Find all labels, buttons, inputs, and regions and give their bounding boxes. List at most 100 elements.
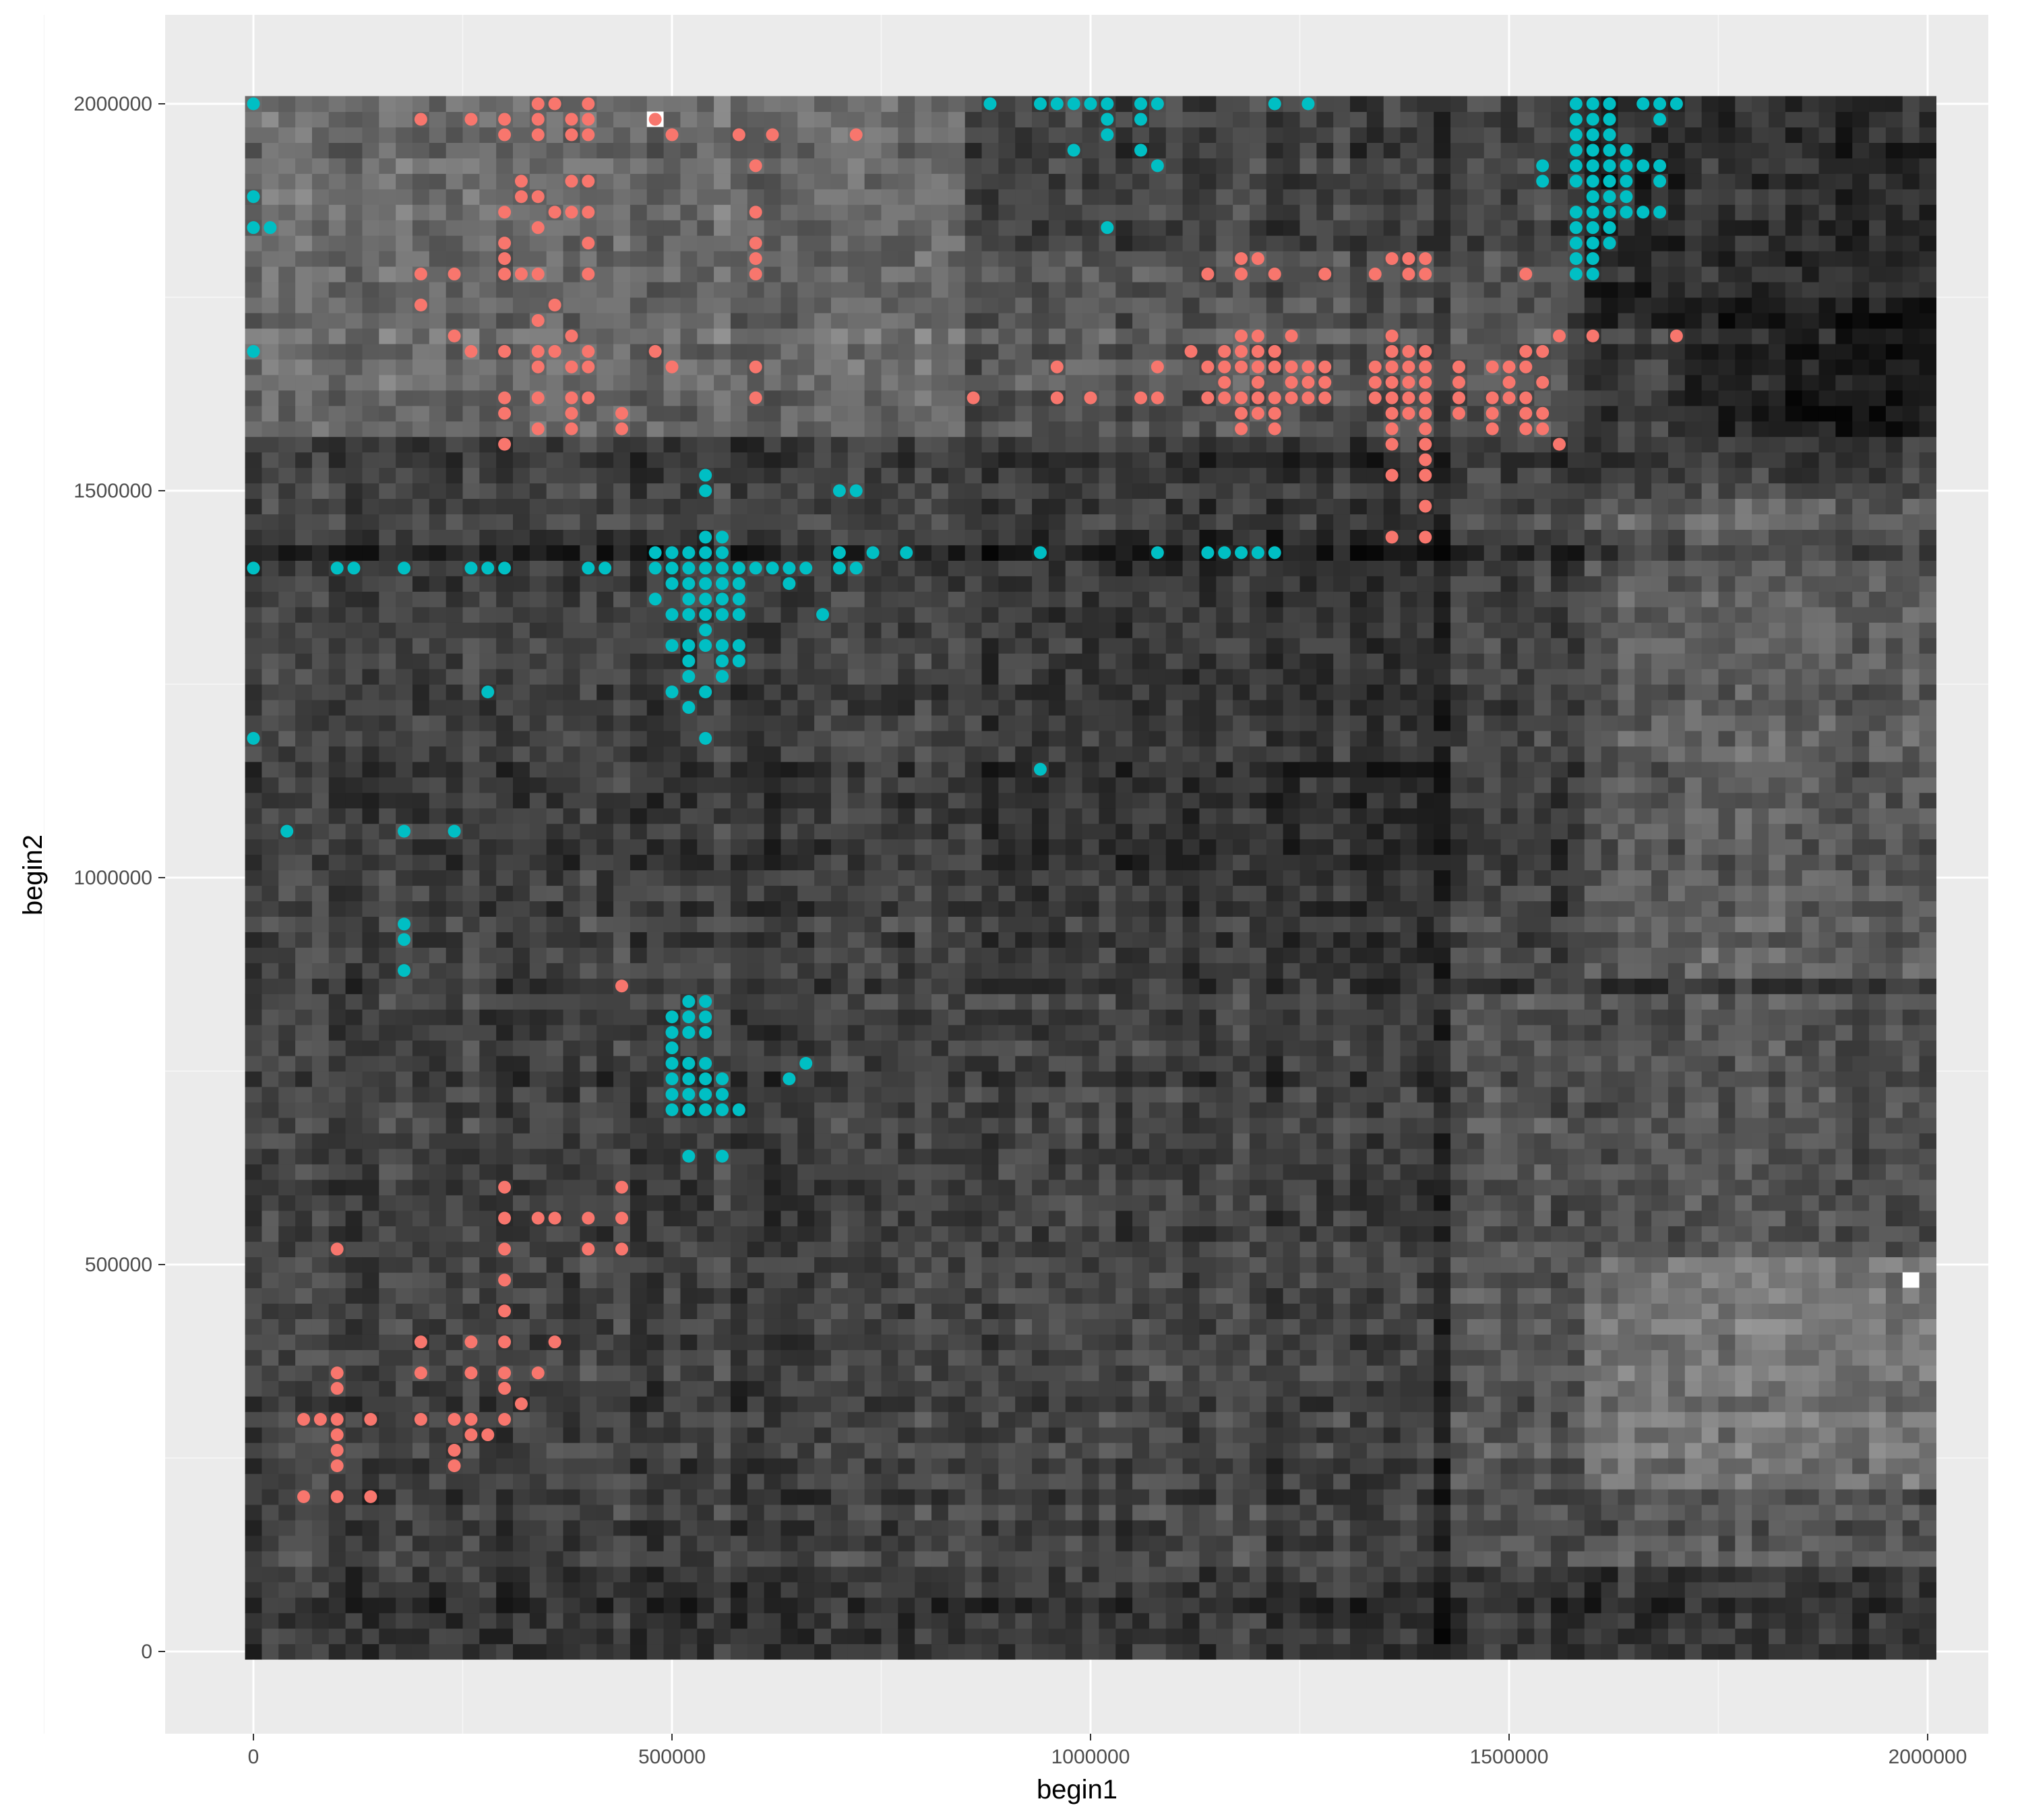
- heatmap-cell: [864, 1086, 882, 1103]
- heatmap-cell: [998, 638, 1016, 654]
- heatmap-cell: [931, 498, 949, 515]
- heatmap-cell: [513, 576, 530, 592]
- heatmap-cell: [1015, 1025, 1033, 1041]
- heatmap-cell: [680, 436, 698, 453]
- heatmap-cell: [446, 483, 464, 499]
- heatmap-cell: [864, 684, 882, 700]
- heatmap-cell: [747, 514, 765, 530]
- heatmap-cell: [513, 715, 530, 731]
- heatmap-cell: [1015, 576, 1033, 592]
- heatmap-cell: [730, 1381, 748, 1397]
- heatmap-cell: [446, 978, 464, 994]
- heatmap-cell: [613, 1581, 631, 1598]
- heatmap-cell: [295, 1550, 313, 1567]
- heatmap-cell: [462, 1597, 480, 1614]
- heatmap-cell: [580, 1550, 597, 1567]
- heatmap-cell: [328, 436, 346, 453]
- heatmap-cell: [646, 1519, 665, 1536]
- heatmap-cell: [646, 204, 665, 220]
- heatmap-cell: [830, 111, 849, 128]
- heatmap-cell: [379, 343, 396, 360]
- heatmap-cell: [630, 1365, 648, 1381]
- heatmap-cell: [529, 1132, 547, 1149]
- heatmap-cell: [764, 514, 782, 530]
- heatmap-cell: [245, 1287, 263, 1304]
- heatmap-cell: [396, 1443, 413, 1459]
- heatmap-cell: [262, 1643, 279, 1660]
- heatmap-cell: [1048, 978, 1066, 994]
- heatmap-cell: [697, 932, 714, 948]
- heatmap-cell: [630, 328, 648, 344]
- heatmap-cell: [998, 220, 1016, 236]
- heatmap-cell: [311, 1396, 330, 1412]
- heatmap-cell: [730, 746, 748, 762]
- heatmap-cell: [964, 638, 983, 654]
- heatmap-cell: [948, 994, 966, 1010]
- heatmap-cell: [680, 761, 698, 778]
- heatmap-cell: [847, 235, 865, 251]
- heatmap-cell: [262, 1179, 279, 1196]
- heatmap-cell: [730, 963, 748, 979]
- heatmap-cell: [429, 436, 447, 453]
- heatmap-cell: [830, 653, 849, 669]
- heatmap-cell: [1032, 1550, 1049, 1567]
- heatmap-cell: [580, 282, 597, 298]
- heatmap-cell: [1048, 374, 1066, 391]
- heatmap-cell: [396, 870, 413, 886]
- heatmap-cell: [563, 1163, 580, 1180]
- heatmap-cell: [981, 854, 999, 871]
- heatmap-cell: [931, 591, 949, 607]
- heatmap-cell: [830, 901, 849, 917]
- heatmap-cell: [646, 189, 665, 205]
- heatmap-cell: [278, 1256, 296, 1273]
- heatmap-cell: [429, 1303, 447, 1319]
- heatmap-cell: [948, 1628, 966, 1645]
- heatmap-cell: [998, 1519, 1016, 1536]
- heatmap-cell: [864, 359, 882, 375]
- heatmap-cell: [513, 467, 530, 484]
- heatmap-cell: [295, 994, 313, 1010]
- heatmap-cell: [898, 638, 915, 654]
- heatmap-cell: [814, 1318, 832, 1335]
- heatmap-cell: [278, 1303, 296, 1319]
- heatmap-cell: [931, 390, 949, 406]
- heatmap-cell: [663, 421, 681, 437]
- heatmap-cell: [881, 1241, 898, 1258]
- heatmap-cell: [1048, 452, 1066, 468]
- heatmap-cell: [881, 761, 898, 778]
- heatmap-cell: [663, 266, 681, 282]
- heatmap-cell: [262, 1581, 279, 1598]
- heatmap-cell: [596, 978, 614, 994]
- heatmap-cell: [797, 220, 815, 236]
- heatmap-cell: [797, 777, 815, 793]
- heatmap-cell: [580, 622, 597, 638]
- heatmap-cell: [278, 483, 296, 499]
- heatmap-cell: [529, 1303, 547, 1319]
- heatmap-cell: [479, 1550, 497, 1567]
- heatmap-cell: [764, 978, 782, 994]
- heatmap-cell: [529, 1458, 547, 1474]
- heatmap-cell: [630, 452, 648, 468]
- heatmap-cell: [613, 638, 631, 654]
- heatmap-cell: [981, 514, 999, 530]
- heatmap-cell: [697, 1365, 714, 1381]
- heatmap-cell: [964, 1612, 983, 1629]
- heatmap-cell: [915, 1488, 932, 1505]
- heatmap-cell: [898, 746, 915, 762]
- heatmap-cell: [1048, 1101, 1066, 1118]
- heatmap-cell: [730, 1566, 748, 1583]
- heatmap-cell: [546, 699, 564, 716]
- heatmap-cell: [613, 1025, 631, 1041]
- heatmap-cell: [295, 436, 313, 453]
- heatmap-cell: [345, 405, 363, 422]
- heatmap-cell: [513, 1272, 530, 1289]
- heatmap-cell: [663, 1334, 681, 1350]
- heatmap-cell: [663, 1519, 681, 1536]
- heatmap-cell: [1015, 1117, 1033, 1134]
- heatmap-cell: [764, 638, 782, 654]
- heatmap-cell: [630, 483, 648, 499]
- heatmap-cell: [797, 1488, 815, 1505]
- heatmap-cell: [814, 730, 832, 747]
- heatmap-cell: [262, 1519, 279, 1536]
- heatmap-cell: [663, 1256, 681, 1273]
